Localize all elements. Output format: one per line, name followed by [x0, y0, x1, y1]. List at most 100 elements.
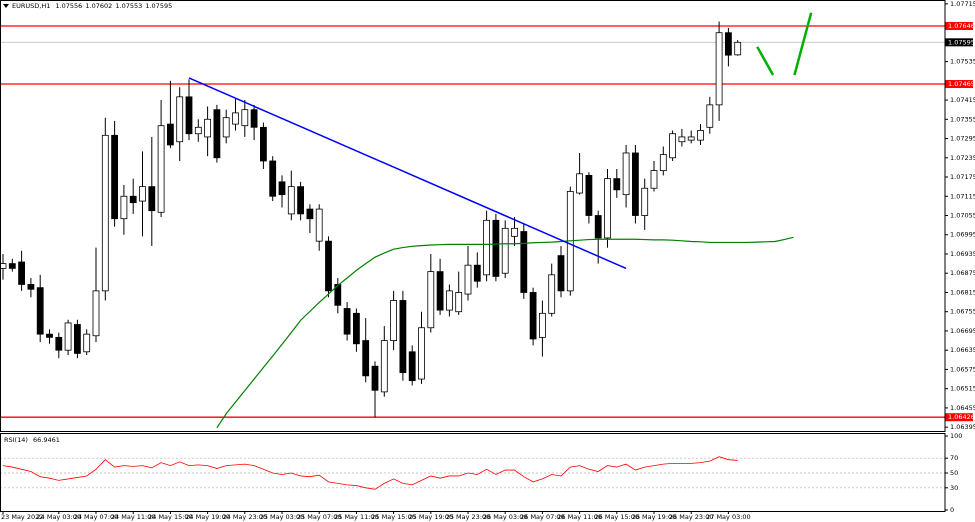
rsi-tick-label: 0 [950, 506, 954, 514]
candle-body [297, 186, 305, 215]
candle-body [622, 152, 630, 196]
candle-body [483, 219, 491, 276]
candle-body [362, 340, 370, 377]
x-tick-label: 27 May 03:00 [706, 513, 751, 521]
candle-body [259, 126, 267, 162]
x-tick-label: 26 May 03:00 [483, 513, 528, 521]
candle-body [594, 215, 602, 239]
rsi-tick-label: 50 [950, 469, 958, 477]
candle-body [687, 136, 695, 141]
level-label-box [945, 413, 973, 422]
rsi-tick-label: 70 [950, 454, 958, 462]
candle-body [464, 264, 472, 295]
candle-body [390, 300, 398, 341]
candle-body [27, 284, 35, 290]
candle-body [427, 271, 435, 329]
level-label: 1.06426 [948, 413, 975, 421]
x-tick-label: 25 May 11:00 [334, 513, 379, 521]
x-tick-label: 26 May 19:00 [632, 513, 677, 521]
candle-body [74, 324, 81, 354]
rsi-tick-label: 30 [950, 484, 958, 492]
x-tick-label: 24 May 19:00 [185, 513, 230, 521]
low-value: 1.07553 [115, 2, 142, 10]
candle-body [436, 271, 444, 311]
candle-body [715, 32, 723, 106]
rsi-value: 66.9461 [33, 436, 60, 444]
drawn-line [756, 46, 775, 76]
drawn-line [188, 77, 627, 270]
candle-body [287, 186, 295, 215]
candle-body [659, 154, 667, 172]
y-tick-label: 1.07295 [950, 135, 975, 143]
candle-body [46, 333, 53, 338]
level-label: 1.07646 [948, 22, 975, 30]
candle-body [576, 173, 583, 194]
candle-body [604, 178, 611, 239]
candle-body [8, 263, 16, 269]
candle-body [697, 130, 704, 141]
candle-body [650, 170, 658, 189]
candle-body [445, 290, 453, 311]
candle-body [641, 187, 649, 216]
candle-body [194, 126, 202, 135]
candle-body [18, 261, 26, 285]
candle-body [706, 104, 714, 128]
x-tick-label: 26 May 15:00 [595, 513, 640, 521]
y-tick-label: 1.07715 [950, 0, 975, 8]
candle-body [511, 227, 518, 237]
candle-body [101, 134, 109, 292]
candle-body [325, 240, 332, 292]
level-label-box [945, 21, 973, 30]
chart-header: EURUSD,H1 1.07556 1.07602 1.07553 1.0759… [12, 2, 172, 10]
candle-body [92, 290, 100, 337]
candle-body [139, 186, 146, 202]
y-tick-label: 1.07115 [950, 192, 975, 200]
candle-body [725, 32, 732, 56]
candle-body [157, 125, 165, 213]
x-tick-label: 24 May 15:00 [148, 513, 193, 521]
candle-body [166, 123, 174, 146]
candle-body [129, 195, 137, 204]
candle-body [64, 322, 72, 351]
x-tick-label: 24 May 11:00 [111, 513, 156, 521]
level-label: 1.07465 [948, 80, 975, 88]
candle-body [352, 312, 360, 345]
candle-body [529, 292, 537, 340]
y-tick-label: 1.06695 [950, 327, 975, 335]
y-tick-label: 1.06935 [950, 250, 975, 258]
x-tick-label: 25 May 19:00 [409, 513, 454, 521]
y-tick-label: 1.06455 [950, 404, 975, 412]
candle-body [343, 308, 351, 335]
y-tick-label: 1.07175 [950, 173, 975, 181]
rsi-header: RSI(14) 66.9461 [4, 436, 60, 444]
candle-body [418, 327, 425, 380]
candle-body [185, 96, 193, 135]
candle-body [204, 118, 212, 138]
candle-body [632, 152, 639, 216]
candle-body [380, 340, 388, 393]
symbol: EURUSD,H1 [12, 2, 50, 10]
candle-body [55, 336, 63, 351]
y-tick-label: 1.06995 [950, 231, 975, 239]
y-tick-label: 1.06575 [950, 365, 975, 373]
rsi-line [2, 456, 738, 490]
high-value: 1.07602 [85, 2, 112, 10]
candle-body [176, 96, 184, 143]
candle-body [241, 109, 249, 127]
close-value: 1.07595 [145, 2, 172, 10]
candle-body [250, 109, 258, 128]
candle-body [213, 109, 221, 159]
candle-body [222, 117, 230, 138]
candle-body [408, 351, 416, 382]
current-price-box [945, 38, 973, 47]
current-price-label: 1.07595 [948, 38, 975, 46]
candle-body [501, 227, 509, 274]
x-tick-label: 25 May 15:00 [371, 513, 416, 521]
candle-body [36, 287, 44, 335]
rsi-panel-frame [0, 433, 946, 512]
x-tick-label: 26 May 07:00 [520, 513, 565, 521]
candle-body [613, 178, 621, 191]
x-tick-label: 25 May 23:00 [446, 513, 491, 521]
